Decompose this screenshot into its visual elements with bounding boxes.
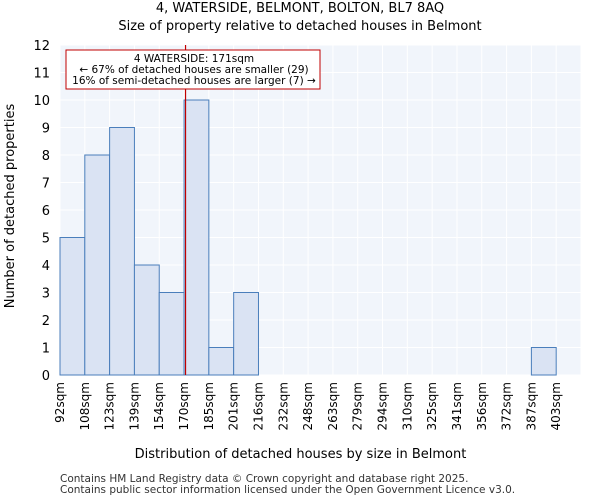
x-tick-label: 123sqm	[103, 382, 117, 430]
y-tick-label: 0	[42, 369, 50, 384]
histogram-bar	[530, 347, 557, 376]
footer-licence: Contains public sector information licen…	[60, 484, 516, 496]
y-tick-label: 10	[33, 94, 50, 109]
annotation-box	[65, 49, 321, 90]
y-tick-label: 8	[42, 149, 50, 164]
x-tick-label: 356sqm	[475, 382, 489, 430]
histogram-bar	[59, 237, 86, 376]
y-tick-label: 12	[33, 39, 50, 54]
histogram-bar	[208, 347, 235, 376]
y-axis-title: Number of detached properties	[3, 104, 18, 309]
x-tick-label: 387sqm	[524, 382, 538, 430]
x-tick-label: 325sqm	[425, 382, 439, 430]
y-tick-label: 1	[42, 342, 50, 357]
x-tick-label: 341sqm	[450, 382, 464, 430]
x-tick-label: 139sqm	[127, 382, 141, 430]
chart-title-address: 4, WATERSIDE, BELMONT, BOLTON, BL7 8AQ	[155, 1, 445, 16]
histogram-bar	[158, 292, 185, 376]
y-tick-label: 2	[42, 314, 50, 329]
x-tick-label: 185sqm	[202, 382, 216, 430]
x-tick-label: 92sqm	[53, 382, 67, 423]
annotation-line-1: 4 WATERSIDE: 171sqm	[134, 53, 254, 65]
x-tick-label: 263sqm	[326, 382, 340, 430]
histogram-bar	[183, 99, 210, 376]
x-tick-label: 310sqm	[400, 382, 414, 430]
x-tick-label: 108sqm	[78, 382, 92, 430]
y-tick-label: 7	[42, 177, 50, 192]
annotation-line-3: 16% of semi-detached houses are larger (…	[72, 75, 316, 87]
footer-copyright: Contains HM Land Registry data © Crown c…	[60, 473, 469, 485]
y-tick-label: 5	[42, 232, 50, 247]
chart-title-subtitle: Size of property relative to detached ho…	[118, 19, 482, 34]
x-tick-label: 154sqm	[152, 382, 166, 430]
y-tick-label: 11	[33, 67, 50, 82]
x-axis-title: Distribution of detached houses by size …	[135, 447, 467, 462]
x-tick-label: 372sqm	[500, 382, 514, 430]
y-tick-label: 4	[42, 259, 50, 274]
x-tick-label: 170sqm	[177, 382, 191, 430]
histogram-bar	[233, 292, 259, 376]
histogram-bar	[109, 127, 135, 376]
y-tick-label: 3	[42, 287, 50, 302]
histogram-bar	[133, 264, 160, 376]
x-tick-label: 294sqm	[376, 382, 390, 430]
x-tick-label: 248sqm	[301, 382, 315, 430]
x-tick-label: 403sqm	[549, 382, 563, 430]
x-tick-label: 216sqm	[251, 382, 265, 430]
x-tick-label: 201sqm	[227, 382, 241, 430]
y-tick-label: 6	[42, 204, 50, 219]
y-tick-label: 9	[42, 122, 50, 137]
x-tick-label: 232sqm	[276, 382, 290, 430]
annotation-line-2: ← 67% of detached houses are smaller (29…	[79, 64, 308, 76]
histogram-bar	[84, 154, 111, 376]
x-tick-label: 279sqm	[351, 382, 365, 430]
